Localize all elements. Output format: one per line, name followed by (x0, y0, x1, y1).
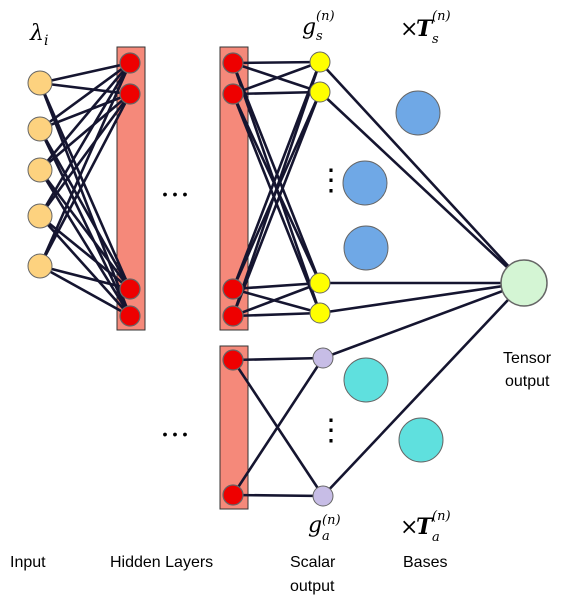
bases-label: Bases (403, 554, 447, 571)
scalar-s-vertical-dots: ⋮ (316, 163, 346, 198)
hidden-scalar-s-edge (232, 60, 321, 96)
hidden-scalar-s-edge (231, 91, 322, 317)
hidden-node (222, 349, 244, 371)
hidden-scalar-s-edge (231, 61, 322, 317)
scalar-tensor-edge (319, 61, 525, 284)
input-node (27, 203, 53, 229)
hidden-scalar-s-edge (232, 287, 321, 315)
scalar-a-node (312, 347, 334, 369)
scalar-tensor-edge (319, 91, 525, 284)
hidden-scalar-a-edge (232, 493, 324, 498)
ga-label-superscript: (n) (322, 513, 341, 528)
hidden-layer-3-bar (219, 345, 249, 510)
ts-label-superscript: (n) (432, 9, 451, 24)
gs-label-subscript: s (316, 29, 323, 44)
ta-label-base: T (416, 514, 434, 540)
input-hidden-edge (39, 264, 131, 318)
input-hidden-edge (39, 62, 131, 171)
input-hidden-edge (39, 61, 131, 85)
hidden-scalar-s-edge (231, 61, 322, 290)
scalar-output-label-line1: Scalar (290, 554, 336, 571)
input-hidden-edge (38, 93, 132, 217)
gs-label-base: g (302, 15, 316, 40)
scalar-s-node (309, 272, 331, 294)
hidden-node (222, 305, 244, 327)
scalar-a-vertical-dots: ⋮ (316, 413, 346, 448)
hidden-layers-ellipsis-top: … (160, 169, 190, 204)
ts-label-subscript: s (432, 32, 439, 47)
scalar-s-node (309, 51, 331, 73)
scalar-a-node (312, 485, 334, 507)
hidden-scalar-s-edge (232, 60, 321, 65)
network-nodes (27, 51, 548, 507)
basis-a-node (343, 357, 389, 403)
ta-times-sign: × (400, 515, 418, 540)
hidden-scalar-a-edge (232, 356, 324, 362)
hidden-node (119, 305, 141, 327)
input-hidden-edge (38, 62, 132, 267)
ts-label-base: T (416, 16, 434, 42)
hidden-scalar-a-edge (231, 357, 325, 496)
tensor-output-node (500, 259, 548, 307)
scalar-s-node (309, 81, 331, 103)
input-node (27, 116, 53, 142)
hidden-node (119, 52, 141, 74)
scalar-tensor-edge (322, 282, 525, 497)
basis-s-node (342, 160, 388, 206)
scalar-s-node (309, 302, 331, 324)
ga-label-subscript: a (322, 529, 330, 544)
ts-times-sign: × (400, 17, 418, 42)
basis-s-node (395, 90, 441, 136)
tensor-output-label-line1: Tensor (503, 350, 552, 367)
hidden-scalar-s-edge (232, 90, 321, 96)
scalar-output-label-line2: output (290, 578, 335, 595)
hidden-layers-ellipsis-bottom: … (160, 409, 190, 444)
hidden-scalar-s-edge (232, 311, 321, 318)
hidden-node (119, 278, 141, 300)
hidden-node (119, 83, 141, 105)
hidden-node (222, 83, 244, 105)
input-hidden-edge (38, 62, 132, 217)
scalar-tensor-edge (322, 281, 525, 360)
ta-label-superscript: (n) (432, 509, 451, 524)
input-lambda-label: λi (29, 21, 48, 49)
gs-label-superscript: (n) (316, 9, 335, 24)
network-edges (38, 60, 525, 498)
hidden-scalar-s-edge (232, 281, 321, 318)
input-node (27, 253, 53, 279)
hidden-layers-label: Hidden Layers (110, 554, 213, 571)
scalar-tensor-edge (319, 281, 525, 315)
ta-label-subscript: a (432, 530, 440, 545)
ga-label-base: g (308, 513, 322, 538)
input-node (27, 70, 53, 96)
input-node (27, 157, 53, 183)
basis-s-node (343, 225, 389, 271)
basis-a-node (398, 417, 444, 463)
hidden-node (222, 278, 244, 300)
input-hidden-edge (39, 81, 131, 96)
hidden-node (222, 484, 244, 506)
input-label: Input (10, 554, 46, 571)
input-hidden-edge (39, 93, 131, 171)
input-hidden-edge (38, 93, 132, 267)
input-hidden-edge (39, 61, 131, 131)
hidden-scalar-s-edge (232, 281, 321, 291)
hidden-node (222, 52, 244, 74)
input-hidden-edge (39, 264, 131, 291)
input-hidden-edge (39, 214, 131, 291)
tensor-output-label-line2: output (505, 373, 550, 390)
